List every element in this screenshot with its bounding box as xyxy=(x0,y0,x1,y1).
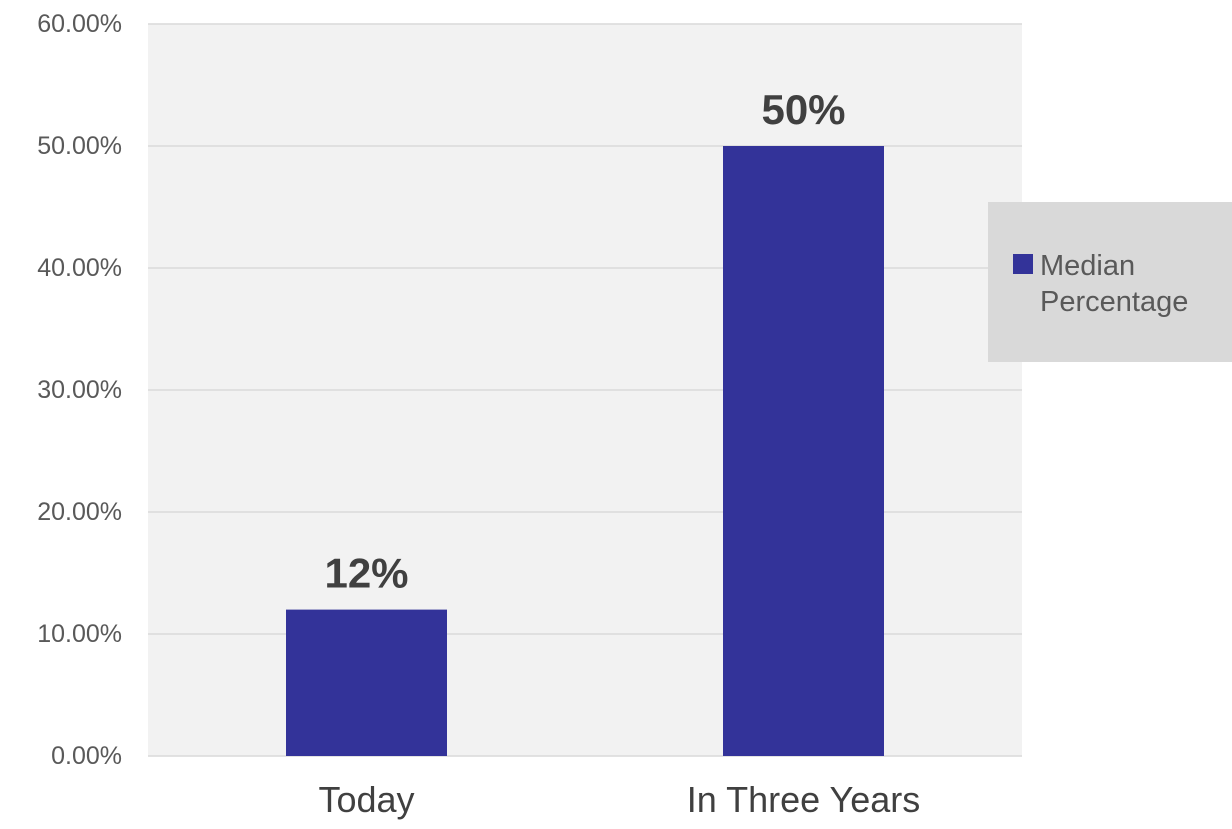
legend-background xyxy=(988,202,1232,362)
bars xyxy=(286,146,884,756)
y-tick-label: 50.00% xyxy=(37,132,122,160)
y-tick-label: 60.00% xyxy=(37,10,122,38)
data-label: 12% xyxy=(324,550,408,597)
bar-in-three-years xyxy=(723,146,884,756)
x-category-label: Today xyxy=(318,779,414,820)
y-tick-label: 10.00% xyxy=(37,620,122,648)
data-labels: 12% 50% xyxy=(324,86,845,597)
y-tick-label: 20.00% xyxy=(37,498,122,526)
legend-label-line-2: Percentage xyxy=(1040,286,1188,318)
y-tick-label: 0.00% xyxy=(51,742,122,770)
y-tick-label: 30.00% xyxy=(37,376,122,404)
x-axis: Today In Three Years xyxy=(318,779,920,820)
legend-swatch-median-percentage xyxy=(1013,254,1033,274)
legend: Median Percentage xyxy=(988,202,1232,362)
y-tick-label: 40.00% xyxy=(37,254,122,282)
bar-today xyxy=(286,609,447,756)
legend-label-line-1: Median xyxy=(1040,250,1135,282)
x-category-label: In Three Years xyxy=(687,779,921,820)
data-label: 50% xyxy=(761,86,845,133)
y-axis: 0.00% 10.00% 20.00% 30.00% 40.00% 50.00% 60.00… xyxy=(37,10,122,770)
